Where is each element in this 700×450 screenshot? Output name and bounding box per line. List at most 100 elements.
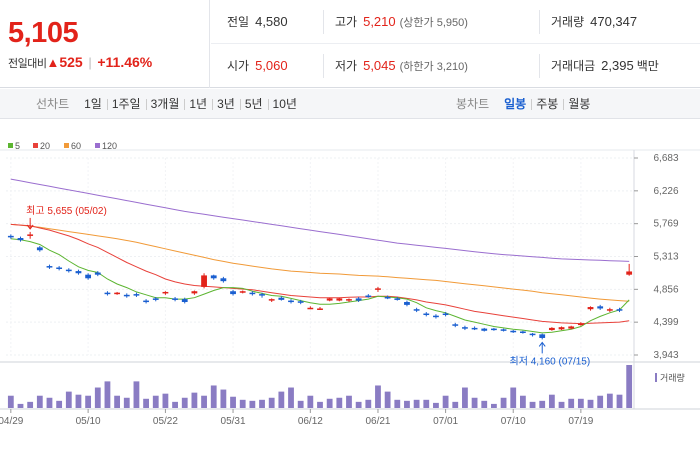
candle-body	[355, 298, 362, 301]
volume-bar	[539, 400, 546, 408]
divider	[323, 54, 324, 78]
tab-line-3y[interactable]: 3년	[212, 89, 240, 119]
volume-bar	[172, 401, 178, 408]
volume-bar	[597, 395, 604, 408]
x-tick-label: 06/21	[365, 416, 390, 427]
volume-legend-label: 거래량	[660, 372, 685, 383]
candle	[75, 269, 82, 275]
change-separator: |	[88, 55, 92, 70]
chart-legend: 5 20 60 120	[8, 141, 117, 151]
candle-body	[36, 247, 43, 251]
candle	[577, 322, 584, 326]
volume-bar	[27, 401, 34, 408]
tab-line-5y[interactable]: 5년	[239, 89, 268, 119]
candle-body	[548, 327, 555, 331]
candle-body	[297, 301, 304, 303]
candle	[616, 307, 623, 313]
volume-bar	[201, 395, 207, 408]
tab-candle-monthly[interactable]: 월봉	[563, 89, 595, 119]
candle	[65, 268, 72, 273]
tab-line-1y[interactable]: 1년	[184, 89, 212, 119]
tab-line-10y[interactable]: 10년	[267, 89, 302, 119]
candle-body	[114, 292, 121, 295]
candle	[355, 296, 362, 303]
volume-bar	[442, 395, 449, 408]
volume-bar	[365, 399, 372, 408]
volume-bar	[268, 397, 275, 408]
y-tick-label: 6,226	[653, 186, 678, 197]
volume-bar	[375, 385, 381, 408]
chart-period-tabs: 선차트 1일 1주일 3개월 1년 3년 5년 10년 봉차트 일봉 주봉 월봉	[0, 89, 700, 119]
volume-bar	[326, 398, 333, 408]
candle-body	[365, 295, 372, 298]
price-summary: 5,105 전일대비▲525 | +11.46%	[0, 0, 210, 88]
tab-candle-weekly[interactable]: 주봉	[531, 89, 563, 119]
x-tick-label: 05/22	[153, 416, 178, 427]
candle	[191, 290, 198, 295]
candle	[7, 234, 14, 239]
candle-body	[239, 291, 246, 293]
volume-bar	[568, 398, 575, 408]
x-tick-label: 04/29	[0, 416, 24, 427]
candle	[491, 327, 497, 331]
candle	[587, 306, 594, 311]
volume-bar	[210, 385, 217, 408]
x-tick-label: 05/10	[76, 416, 101, 427]
candle-body	[423, 313, 430, 316]
volume-bar	[17, 403, 24, 408]
candle-body	[452, 324, 459, 326]
candle-body	[471, 327, 478, 330]
legend-swatch-5	[8, 143, 13, 148]
prev-close-value: 4,580	[255, 14, 288, 29]
candle	[268, 298, 275, 303]
volume-value: 470,347	[590, 14, 638, 29]
candle-body	[529, 333, 536, 336]
low-value: 5,045	[363, 58, 396, 73]
candle	[539, 333, 546, 340]
candle-body	[56, 267, 63, 270]
y-tick-label: 6,683	[653, 153, 678, 164]
tab-line-1w[interactable]: 1주일	[106, 89, 146, 119]
candle	[278, 296, 285, 301]
volume-bar	[433, 402, 439, 408]
volume-bar	[491, 403, 497, 408]
stat-high: 고가 5,210 (상한가 5,950)	[335, 0, 468, 44]
volume-bar	[519, 395, 526, 408]
tab-candle-daily[interactable]: 일봉	[504, 97, 527, 111]
volume-bar	[452, 401, 459, 408]
volume-bar	[404, 400, 410, 408]
tab-line-1d[interactable]: 1일	[84, 97, 102, 111]
candle-body	[17, 238, 24, 241]
volume-bar	[259, 399, 265, 408]
tab-line-3m[interactable]: 3개월	[145, 89, 185, 119]
candle-body	[384, 296, 391, 299]
change-label: 전일대비	[8, 58, 47, 70]
candle	[606, 307, 613, 313]
candle	[336, 297, 343, 302]
volume-bar	[297, 400, 304, 408]
high-label: 고가	[335, 15, 358, 29]
line-chart-tabs: 선차트 1일 1주일 3개월 1년 3년 5년 10년	[36, 89, 302, 119]
low-label: 저가	[335, 59, 358, 73]
candle-body	[433, 315, 439, 318]
stock-header: 5,105 전일대비▲525 | +11.46% 전일 4,580 고가 5,210…	[0, 0, 700, 88]
open-value: 5,060	[255, 58, 288, 73]
volume-bar	[529, 401, 536, 408]
volume-bar	[462, 387, 468, 408]
candle-body	[442, 313, 449, 316]
candle	[27, 231, 34, 239]
volume-bar	[191, 392, 198, 408]
open-label: 시가	[227, 59, 250, 73]
candle-body	[519, 331, 526, 333]
volume-bar	[278, 391, 285, 408]
volume-bar	[355, 401, 362, 408]
candle	[423, 312, 430, 317]
candle	[143, 299, 149, 304]
candle-body	[413, 309, 420, 311]
candle-body	[181, 299, 188, 303]
legend-swatch-60	[64, 143, 69, 148]
candle	[404, 300, 410, 307]
candle	[297, 299, 304, 305]
volume-bar	[577, 398, 584, 408]
volume-bar	[220, 389, 227, 408]
